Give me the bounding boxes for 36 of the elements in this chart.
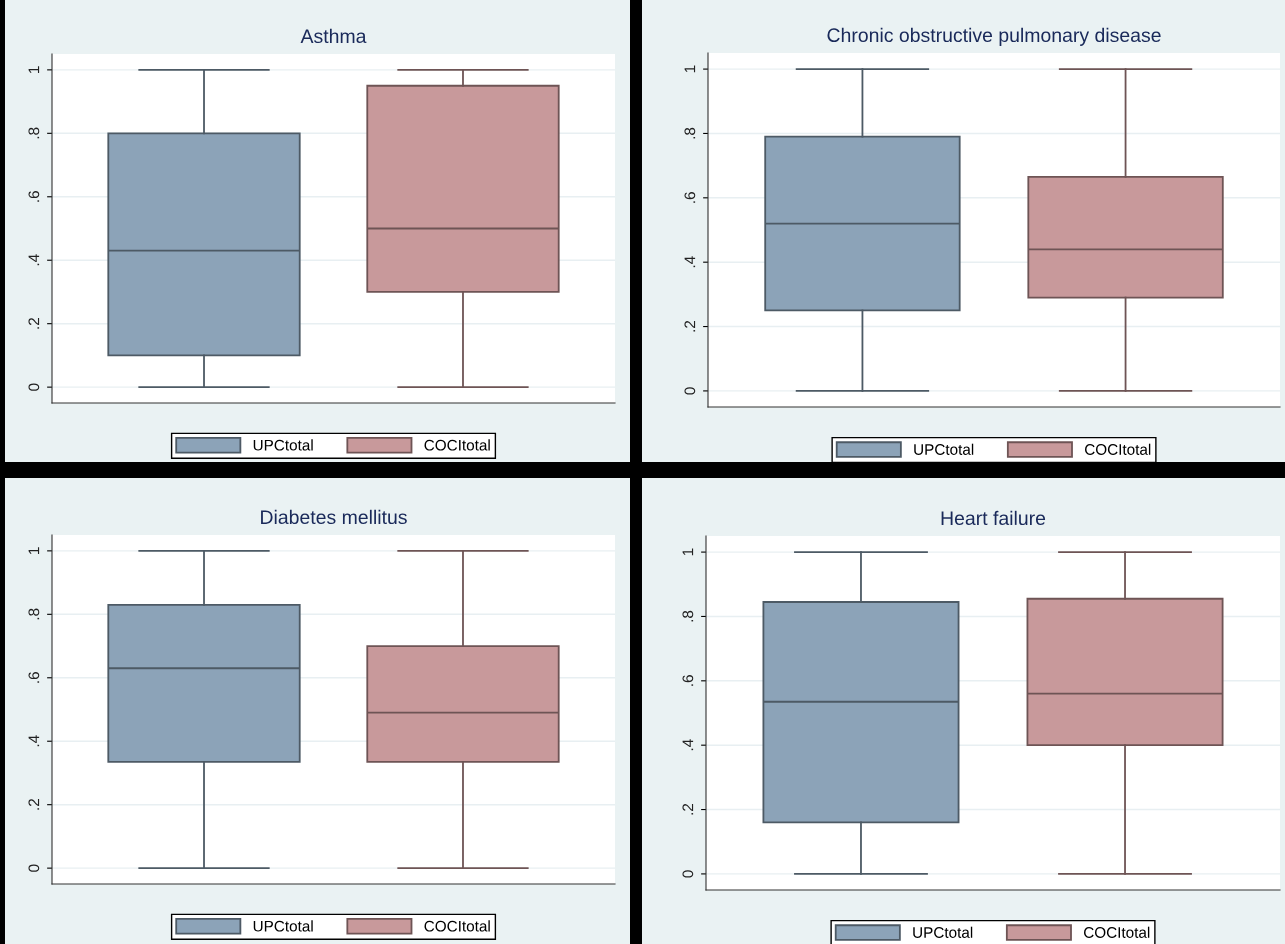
- y-tick-label: .8: [682, 610, 694, 622]
- y-tick-label: .6: [28, 191, 40, 202]
- y-tick-label: .2: [682, 803, 694, 815]
- y-tick-label: .8: [28, 127, 40, 139]
- legend-label: UPCtotal: [914, 443, 974, 455]
- legend-label: COCItotal: [1085, 443, 1151, 455]
- y-tick-label: .2: [28, 799, 40, 810]
- chart-title: Asthma: [300, 28, 367, 44]
- y-tick-label: .6: [28, 672, 40, 683]
- y-tick-label: .4: [28, 254, 40, 266]
- y-tick-label: 0: [28, 864, 40, 872]
- y-tick-label: .8: [684, 127, 696, 139]
- y-tick-label: 0: [684, 387, 696, 395]
- legend-label: COCItotal: [424, 439, 490, 451]
- legend-label: UPCtotal: [913, 926, 973, 938]
- y-tick-label: .4: [28, 735, 40, 747]
- y-tick-label: .8: [28, 608, 40, 620]
- y-tick-label: .4: [684, 256, 696, 268]
- legend-label: COCItotal: [1084, 926, 1150, 938]
- chart-title: Chronic obstructive pulmonary disease: [827, 27, 1161, 46]
- chart-title: Diabetes mellitus: [261, 509, 407, 525]
- y-tick-label: 1: [28, 66, 40, 73]
- y-tick-label: .6: [682, 675, 694, 686]
- y-tick-label: .6: [684, 192, 696, 203]
- legend-label: UPCtotal: [253, 920, 313, 932]
- y-tick-label: 1: [684, 65, 696, 73]
- chart-title: Heart failure: [941, 510, 1046, 526]
- y-tick-label: .2: [684, 320, 696, 332]
- legend-label: COCItotal: [424, 920, 490, 932]
- y-tick-label: 0: [682, 870, 694, 878]
- y-tick-label: 0: [28, 383, 40, 391]
- y-tick-label: .2: [28, 318, 40, 329]
- y-tick-label: .4: [682, 739, 694, 751]
- y-tick-label: 1: [682, 548, 694, 556]
- legend-label: UPCtotal: [253, 439, 313, 451]
- y-tick-label: 1: [28, 547, 40, 554]
